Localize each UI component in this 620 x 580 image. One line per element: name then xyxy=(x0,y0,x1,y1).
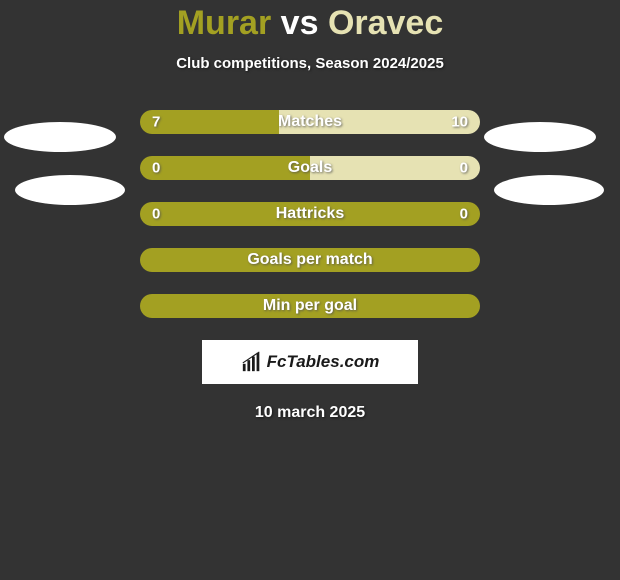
stat-right-value: 0 xyxy=(460,160,468,177)
infographic-container: Murar vs Oravec Club competitions, Seaso… xyxy=(0,0,620,422)
title-player2: Oravec xyxy=(328,4,443,42)
stat-row-goals: 0 Goals 0 xyxy=(140,156,480,180)
date-label: 10 march 2025 xyxy=(255,404,365,422)
bar-left xyxy=(140,110,279,134)
brand-box: FcTables.com xyxy=(202,340,418,384)
subtitle: Club competitions, Season 2024/2025 xyxy=(176,55,444,72)
stat-left-value: 7 xyxy=(152,114,160,131)
stat-label: Goals per match xyxy=(247,251,372,269)
avatar-placeholder xyxy=(4,122,116,152)
stat-row-hattricks: 0 Hattricks 0 xyxy=(140,202,480,226)
avatar-placeholder xyxy=(15,175,125,205)
stat-label: Matches xyxy=(278,113,342,131)
stat-row-goals-per-match: Goals per match xyxy=(140,248,480,272)
stat-label: Goals xyxy=(288,159,332,177)
stat-right-value: 0 xyxy=(460,206,468,223)
stat-label: Min per goal xyxy=(263,297,357,315)
stat-left-value: 0 xyxy=(152,206,160,223)
stat-right-value: 10 xyxy=(451,114,468,131)
stat-left-value: 0 xyxy=(152,160,160,177)
stat-label: Hattricks xyxy=(276,205,344,223)
bar-left xyxy=(140,156,310,180)
title-separator: vs xyxy=(281,4,319,42)
avatar-placeholder xyxy=(494,175,604,205)
brand-text: FcTables.com xyxy=(267,352,380,372)
avatar-placeholder xyxy=(484,122,596,152)
page-title: Murar vs Oravec xyxy=(177,4,444,43)
stat-row-min-per-goal: Min per goal xyxy=(140,294,480,318)
bar-chart-icon xyxy=(241,351,263,373)
bar-right xyxy=(310,156,480,180)
title-player1: Murar xyxy=(177,4,271,42)
stat-row-matches: 7 Matches 10 xyxy=(140,110,480,134)
